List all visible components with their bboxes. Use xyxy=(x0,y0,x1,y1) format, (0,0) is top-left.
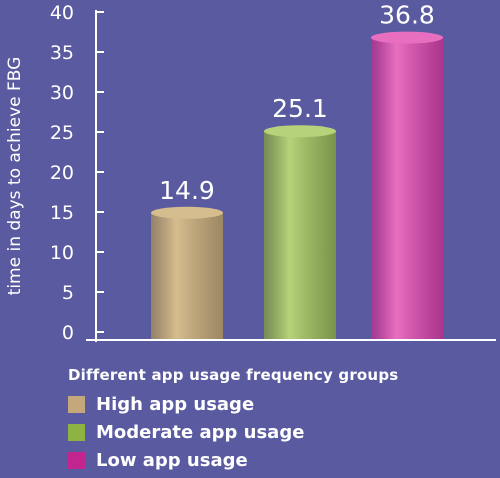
bar-moderate xyxy=(264,131,336,340)
bar-top-high xyxy=(151,206,223,219)
legend-label-moderate: Moderate app usage xyxy=(96,421,305,443)
x-axis-label: Different app usage frequency groups xyxy=(68,366,399,384)
bars: 14.9 25.1 36.8 xyxy=(151,1,443,340)
y-axis-label: time in days to achieve FBG xyxy=(5,57,25,296)
y-axis: 0 5 10 15 20 25 30 35 40 xyxy=(50,2,104,344)
y-tick-label-20: 20 xyxy=(50,162,74,184)
legend-swatch-low xyxy=(68,451,85,469)
bar-top-low xyxy=(371,31,443,44)
y-tick-label-40: 40 xyxy=(50,2,74,24)
data-label-high: 14.9 xyxy=(159,176,215,205)
y-tick-label-25: 25 xyxy=(50,122,74,144)
y-tick-label-35: 35 xyxy=(50,42,74,64)
bar-top-moderate xyxy=(264,125,336,138)
legend-label-high: High app usage xyxy=(96,393,255,415)
legend: Different app usage frequency groups Hig… xyxy=(68,366,398,474)
bar-high xyxy=(151,212,223,340)
y-tick-label-30: 30 xyxy=(50,82,74,104)
legend-label-low: Low app usage xyxy=(96,449,248,471)
legend-item-low: Low app usage xyxy=(68,446,398,474)
y-tick-label-5: 5 xyxy=(62,282,74,304)
legend-item-high: High app usage xyxy=(68,390,398,418)
y-tick-label-15: 15 xyxy=(50,202,74,224)
legend-swatch-moderate xyxy=(68,423,85,441)
legend-item-moderate: Moderate app usage xyxy=(68,418,398,446)
y-tick-label-0: 0 xyxy=(62,322,74,344)
data-label-low: 36.8 xyxy=(379,1,435,30)
legend-swatch-high xyxy=(68,395,85,413)
data-label-moderate: 25.1 xyxy=(272,94,328,123)
bar-low xyxy=(371,37,443,340)
y-tick-label-10: 10 xyxy=(50,242,74,264)
